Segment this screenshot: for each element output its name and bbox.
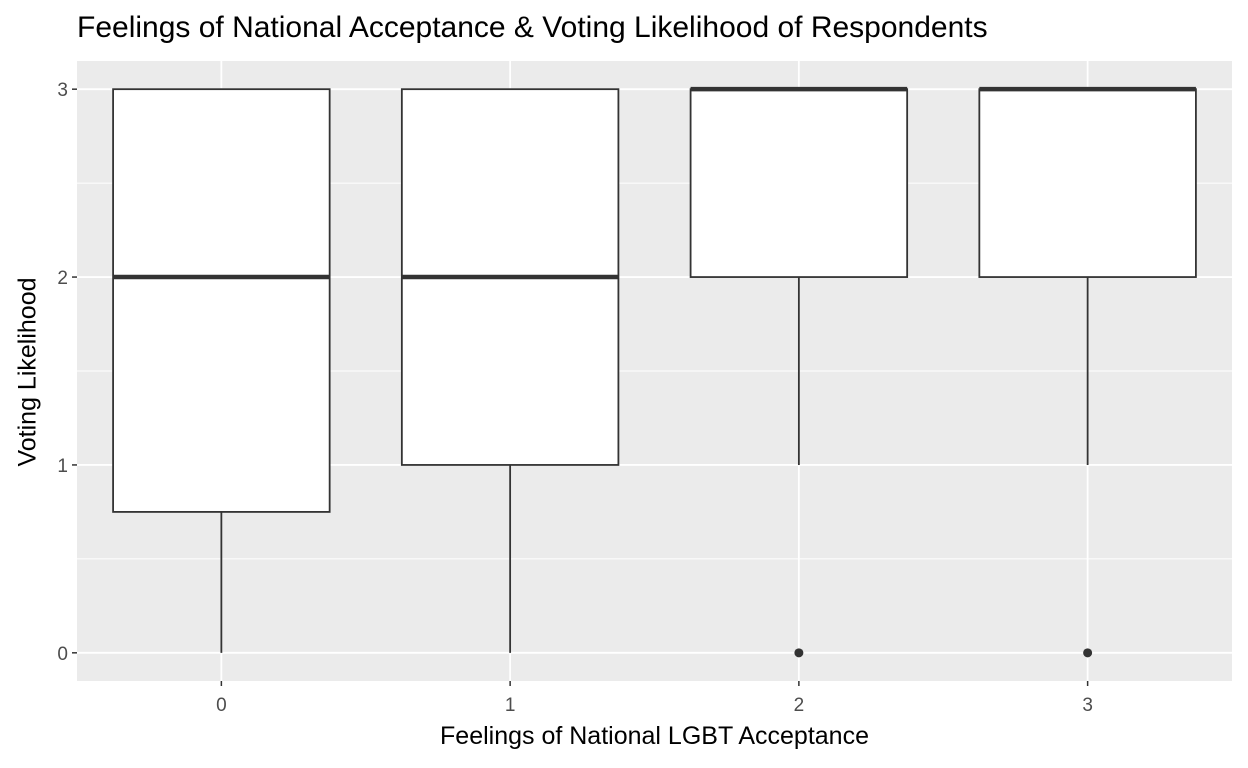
y-axis-ticks: 0 1 2 3 [57, 80, 77, 665]
box-group-3 [978, 86, 1197, 658]
box-iqr [689, 88, 909, 278]
x-tick-label: 0 [216, 695, 227, 716]
y-tick-label: 3 [57, 80, 68, 101]
x-tick-label: 3 [1082, 695, 1093, 716]
y-axis-title: Voting Likelihood [13, 277, 42, 467]
x-tick-label: 2 [794, 695, 805, 716]
box-iqr [978, 88, 1197, 278]
chart-title: Feelings of National Acceptance & Voting… [77, 11, 988, 44]
y-tick-label: 2 [57, 268, 68, 289]
x-axis-ticks: 0 1 2 3 [216, 681, 1093, 716]
y-tick-label: 1 [57, 456, 68, 477]
y-tick-label: 0 [57, 644, 68, 665]
box-group-0 [112, 88, 331, 653]
box-group-2 [689, 86, 909, 658]
outlier-point [1083, 648, 1093, 658]
x-tick-label: 1 [505, 695, 516, 716]
x-axis-title: Feelings of National LGBT Acceptance [440, 722, 869, 750]
boxes [112, 86, 1197, 658]
box-iqr [112, 88, 331, 513]
outlier-point [794, 648, 804, 658]
box-group-1 [400, 88, 620, 653]
